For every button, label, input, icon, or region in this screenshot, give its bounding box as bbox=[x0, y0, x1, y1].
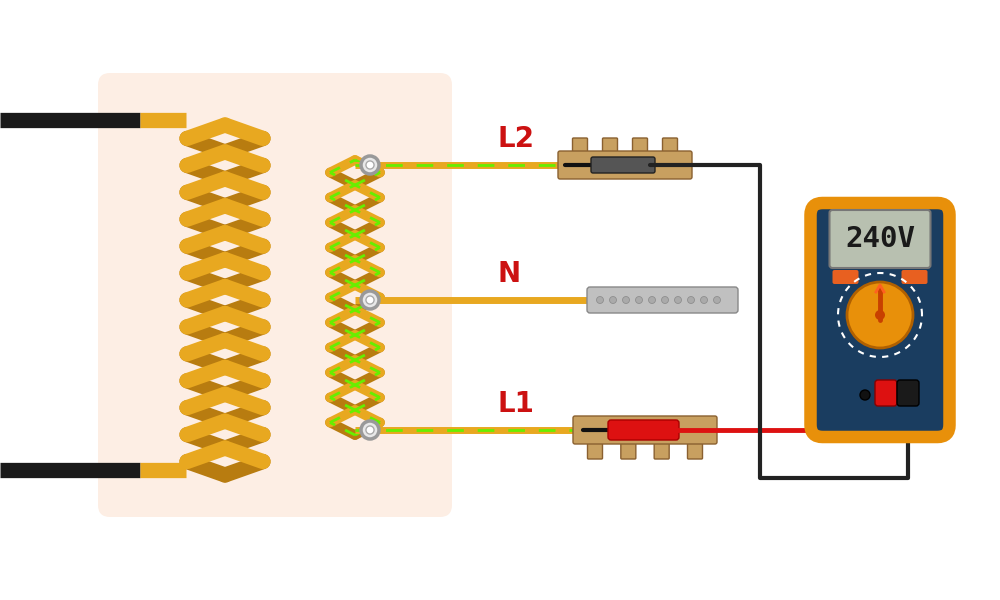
Circle shape bbox=[674, 296, 682, 304]
Circle shape bbox=[622, 296, 630, 304]
FancyBboxPatch shape bbox=[902, 270, 928, 284]
Circle shape bbox=[366, 426, 374, 434]
Circle shape bbox=[648, 296, 656, 304]
Circle shape bbox=[366, 161, 374, 169]
Text: L1: L1 bbox=[498, 390, 535, 418]
Circle shape bbox=[361, 421, 379, 439]
Circle shape bbox=[875, 310, 885, 320]
FancyBboxPatch shape bbox=[591, 157, 655, 173]
FancyBboxPatch shape bbox=[810, 203, 950, 437]
Circle shape bbox=[688, 296, 694, 304]
FancyBboxPatch shape bbox=[830, 210, 930, 268]
FancyBboxPatch shape bbox=[897, 380, 919, 406]
FancyBboxPatch shape bbox=[688, 429, 702, 459]
FancyBboxPatch shape bbox=[587, 287, 738, 313]
Circle shape bbox=[636, 296, 642, 304]
Circle shape bbox=[361, 156, 379, 174]
FancyBboxPatch shape bbox=[573, 416, 717, 444]
FancyBboxPatch shape bbox=[662, 138, 678, 168]
FancyBboxPatch shape bbox=[572, 138, 588, 168]
Circle shape bbox=[847, 282, 913, 348]
FancyBboxPatch shape bbox=[98, 73, 452, 517]
Circle shape bbox=[610, 296, 616, 304]
FancyBboxPatch shape bbox=[558, 151, 692, 179]
Circle shape bbox=[714, 296, 720, 304]
Circle shape bbox=[361, 291, 379, 309]
FancyBboxPatch shape bbox=[588, 429, 602, 459]
FancyBboxPatch shape bbox=[608, 420, 679, 440]
FancyBboxPatch shape bbox=[602, 138, 618, 168]
Text: L2: L2 bbox=[498, 125, 535, 153]
FancyBboxPatch shape bbox=[621, 429, 636, 459]
FancyBboxPatch shape bbox=[832, 270, 858, 284]
Circle shape bbox=[700, 296, 708, 304]
Circle shape bbox=[662, 296, 668, 304]
Circle shape bbox=[596, 296, 604, 304]
Circle shape bbox=[860, 390, 870, 400]
Text: 240V: 240V bbox=[845, 225, 915, 253]
FancyBboxPatch shape bbox=[633, 138, 648, 168]
Text: N: N bbox=[498, 260, 521, 288]
FancyBboxPatch shape bbox=[875, 380, 897, 406]
Circle shape bbox=[366, 296, 374, 304]
FancyBboxPatch shape bbox=[654, 429, 669, 459]
